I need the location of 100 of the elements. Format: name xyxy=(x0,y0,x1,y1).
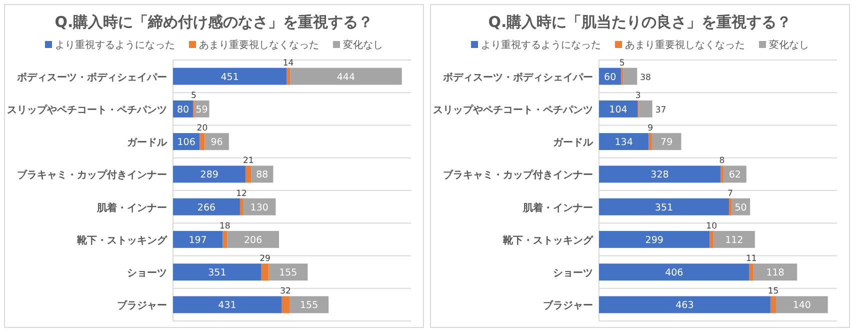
data-label: 79 xyxy=(660,137,673,148)
bar xyxy=(200,133,205,150)
bar xyxy=(599,198,729,216)
legend-label: より重視するようになった xyxy=(54,38,175,52)
data-label: 15 xyxy=(768,286,779,297)
data-label: 29 xyxy=(260,254,270,264)
legend-label: あまり重要視しなくなった xyxy=(624,38,745,52)
bar xyxy=(710,230,714,248)
bar xyxy=(290,296,329,314)
bar xyxy=(173,198,240,216)
data-label: 155 xyxy=(279,268,298,279)
bar xyxy=(290,68,402,85)
data-label: 463 xyxy=(676,300,694,312)
bar xyxy=(227,230,279,248)
bar xyxy=(173,264,262,281)
data-label: 60 xyxy=(604,72,616,83)
bar xyxy=(599,296,770,314)
bar xyxy=(173,68,287,85)
data-label: 96 xyxy=(210,137,223,148)
data-label: 134 xyxy=(614,137,633,148)
legend-label: あまり重要視しなくなった xyxy=(198,38,319,52)
data-label: 21 xyxy=(242,156,254,166)
data-label: 197 xyxy=(188,234,207,246)
data-label: 9 xyxy=(648,124,653,134)
bar xyxy=(240,198,243,216)
data-label: 8 xyxy=(719,156,725,166)
data-label: 328 xyxy=(650,170,669,181)
bar xyxy=(173,230,223,248)
data-label: 118 xyxy=(766,268,784,279)
y-tick-label: スリップやペチコート・ペチパンツ xyxy=(433,104,593,116)
y-tick-label: ショーツ xyxy=(553,268,593,280)
data-label: 444 xyxy=(336,72,356,83)
data-label: 106 xyxy=(177,137,196,148)
chart-title: Q.購入時に「肌当たりの良さ」を重視する？ xyxy=(487,13,793,32)
data-label: 11 xyxy=(746,254,757,264)
data-label: 50 xyxy=(734,202,747,214)
legend-label: 変化なし xyxy=(342,38,383,52)
chart-title: Q.購入時に「締め付け感のなさ」を重視する？ xyxy=(54,13,374,32)
y-tick-label: スリップやペチコート・ペチパンツ xyxy=(7,104,167,116)
data-label: 62 xyxy=(728,170,741,181)
data-label: 38 xyxy=(640,72,651,83)
data-label: 10 xyxy=(706,221,717,232)
data-label: 104 xyxy=(609,104,628,116)
legend-label: より重視するようになった xyxy=(480,38,601,52)
y-tick-label: ブラジャー xyxy=(543,300,593,312)
data-label: 155 xyxy=(300,300,318,312)
y-tick-label: 靴下・ストッキング xyxy=(502,234,594,246)
data-label: 7 xyxy=(728,188,733,199)
bar xyxy=(720,166,724,183)
y-tick-label: ガードル xyxy=(127,138,168,149)
y-tick-label: ショーツ xyxy=(127,268,167,280)
bar xyxy=(770,296,776,314)
data-label: 406 xyxy=(665,268,684,279)
y-tick-label: ブラジャー xyxy=(117,300,167,312)
data-label: 14 xyxy=(282,58,294,68)
bar xyxy=(173,296,282,314)
bar xyxy=(282,296,290,314)
data-label: 431 xyxy=(218,300,236,312)
bar xyxy=(599,166,720,183)
data-label: 130 xyxy=(250,202,268,214)
bar xyxy=(599,133,649,150)
bar xyxy=(753,264,798,281)
data-label: 351 xyxy=(208,268,226,279)
bar xyxy=(728,198,732,216)
data-label: 5 xyxy=(191,90,196,101)
data-label: 88 xyxy=(256,170,268,181)
bar xyxy=(776,296,828,314)
bar xyxy=(648,133,652,150)
bar xyxy=(599,230,710,248)
data-label: 112 xyxy=(725,234,744,246)
bar xyxy=(246,166,252,183)
bar xyxy=(222,230,228,248)
y-tick-label: 靴下・ストッキング xyxy=(76,234,168,246)
legend-label: 変化なし xyxy=(768,38,809,52)
data-label: 299 xyxy=(645,234,664,246)
y-tick-label: ボディスーツ・ボディシェイパー xyxy=(16,71,167,84)
data-label: 59 xyxy=(196,104,208,116)
data-label: 140 xyxy=(792,300,811,312)
bar xyxy=(268,264,308,281)
data-label: 351 xyxy=(654,202,674,214)
data-label: 37 xyxy=(655,105,666,116)
data-label: 206 xyxy=(244,234,262,246)
data-label: 18 xyxy=(219,221,230,232)
data-label: 266 xyxy=(197,202,216,214)
bar xyxy=(638,100,652,118)
data-label: 32 xyxy=(280,286,291,297)
data-label: 289 xyxy=(200,170,218,181)
y-tick-label: 肌着・インナー xyxy=(522,202,593,214)
bar xyxy=(261,264,269,281)
bar xyxy=(599,264,750,281)
bar xyxy=(599,100,638,118)
bar xyxy=(652,133,682,150)
bar xyxy=(286,68,290,85)
data-label: 12 xyxy=(236,188,247,199)
data-label: 80 xyxy=(177,104,190,116)
bar xyxy=(713,230,755,248)
data-label: 20 xyxy=(196,124,208,134)
y-tick-label: ブラキャミ・カップ付きインナー xyxy=(17,169,167,182)
y-tick-label: ブラキャミ・カップ付きインナー xyxy=(443,169,593,182)
data-label: 451 xyxy=(220,72,239,83)
